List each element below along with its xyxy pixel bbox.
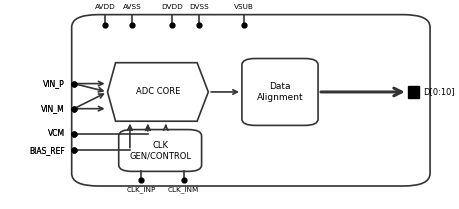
Text: D[0:10]: D[0:10] xyxy=(422,87,454,97)
Text: ADC CORE: ADC CORE xyxy=(135,87,180,97)
Text: DVSS: DVSS xyxy=(189,4,209,10)
FancyBboxPatch shape xyxy=(118,130,201,171)
Text: CLK_INM: CLK_INM xyxy=(168,186,199,193)
Text: BIAS_REF: BIAS_REF xyxy=(29,146,65,155)
Text: VSUB: VSUB xyxy=(234,4,253,10)
FancyBboxPatch shape xyxy=(241,59,317,125)
Text: VCM: VCM xyxy=(48,129,65,138)
Text: VCM: VCM xyxy=(48,129,65,138)
Text: VIN_P: VIN_P xyxy=(43,79,65,88)
Polygon shape xyxy=(107,63,208,121)
Text: VIN_P: VIN_P xyxy=(43,79,65,88)
Text: DVDD: DVDD xyxy=(161,4,183,10)
Text: AVSS: AVSS xyxy=(123,4,141,10)
Text: BIAS_REF: BIAS_REF xyxy=(29,146,65,155)
Bar xyxy=(407,86,418,98)
Text: CLK
GEN/CONTROL: CLK GEN/CONTROL xyxy=(129,141,191,160)
Text: VIN_M: VIN_M xyxy=(41,104,65,113)
Text: CLK_INP: CLK_INP xyxy=(126,186,156,193)
Text: AVDD: AVDD xyxy=(95,4,115,10)
Text: VIN_M: VIN_M xyxy=(41,104,65,113)
Text: Data
Alignment: Data Alignment xyxy=(256,82,302,102)
